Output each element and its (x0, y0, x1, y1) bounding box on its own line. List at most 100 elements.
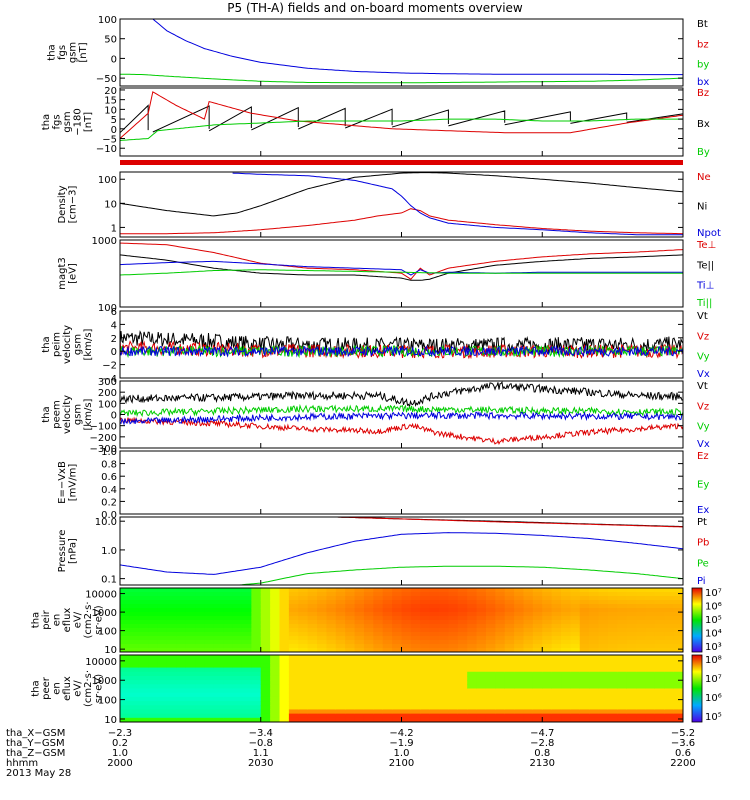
spectrogram-cell (551, 644, 562, 649)
spectrogram-cell (345, 709, 356, 715)
series-Npot (232, 172, 683, 236)
spectrogram-cell (354, 663, 365, 669)
spectrogram-cell (373, 713, 384, 719)
spectrogram-cell (241, 659, 252, 664)
spectrogram-cell (476, 709, 487, 715)
spectrogram-cell (363, 636, 374, 641)
spectrogram-cell (195, 616, 206, 621)
ylabel-line: peir (41, 609, 52, 629)
spectrogram-cell (223, 659, 234, 664)
spectrogram-cell (636, 640, 647, 645)
spectrogram-cell (279, 684, 290, 690)
spectrogram-cell (514, 640, 525, 645)
spectrogram-cell (232, 628, 243, 633)
spectrogram-cell (673, 667, 683, 673)
spectrogram-cell (223, 636, 234, 641)
spectrogram-cell (617, 680, 628, 685)
spectrogram-cell (457, 701, 468, 706)
spectrogram-cell (138, 608, 149, 613)
spectrogram-cell (504, 624, 515, 629)
spectrogram-cell (542, 612, 553, 617)
spectrogram-cell (148, 624, 159, 629)
ytick-label: 10 (104, 645, 117, 656)
spectrogram-cell (626, 709, 637, 715)
spectrogram-cell (476, 667, 487, 673)
spectrogram-cell (129, 640, 140, 645)
spectrogram-cell (251, 600, 262, 605)
spectrogram-cell (382, 588, 393, 593)
spectrogram-cell (345, 604, 356, 609)
spectrogram-cell (579, 600, 590, 605)
spectrogram-cell (542, 620, 553, 625)
spectrogram-cell (654, 592, 665, 597)
spectrogram-cell (467, 596, 478, 601)
spectrogram-cell (636, 671, 647, 677)
spectrogram-cell (570, 659, 581, 664)
spectrogram-cell (279, 648, 290, 652)
spectrogram-cell (307, 640, 318, 645)
spectrogram-cell (607, 717, 618, 722)
spectrogram-cell (654, 705, 665, 711)
spectrogram-cell (448, 713, 459, 719)
spectrogram-cell (260, 659, 271, 664)
spectrogram-cell (204, 616, 215, 621)
spectrogram-cell (298, 684, 309, 690)
spectrogram-cell (598, 596, 609, 601)
spectrogram-cell (157, 616, 168, 621)
spectrogram-cell (476, 680, 487, 685)
spectrogram-cell (326, 612, 337, 617)
spectrogram-cell (392, 688, 403, 694)
spectrogram-cell (448, 692, 459, 698)
spectrogram-cell (598, 671, 609, 677)
spectrogram-cell (664, 709, 675, 715)
spectrogram-cell (204, 701, 215, 706)
spectrogram-cell (129, 604, 140, 609)
spectrogram-cell (598, 600, 609, 605)
ytick-label: 1000 (92, 608, 117, 619)
spectrogram-cell (401, 705, 412, 711)
spectrogram-cell (288, 663, 299, 669)
spectrogram-cell (607, 620, 618, 625)
spectrogram-cell (298, 608, 309, 613)
spectrogram-cell (223, 709, 234, 715)
spectrogram-cell (617, 684, 628, 690)
spectrogram-cell (579, 684, 590, 690)
legend-Ti⊥: Ti⊥ (696, 281, 714, 292)
series-Bx (119, 104, 684, 134)
spectrogram-cell (251, 628, 262, 633)
spectrogram-cell (232, 692, 243, 698)
spectrogram-cell (298, 717, 309, 722)
spectrogram-cell (213, 620, 224, 625)
legend-Ey: Ey (697, 480, 709, 491)
spectrogram-cell (298, 632, 309, 637)
spectrogram-cell (232, 616, 243, 621)
spectrogram-cell (213, 655, 224, 660)
spectrogram-cell (654, 717, 665, 722)
spectrogram-cell (457, 620, 468, 625)
spectrogram-cell (326, 592, 337, 597)
spectrogram-cell (195, 604, 206, 609)
spectrogram-cell (626, 684, 637, 690)
spectrogram-cell (617, 608, 628, 613)
spectrogram-cell (429, 701, 440, 706)
spectrogram-cell (579, 632, 590, 637)
spectrogram-cell (607, 612, 618, 617)
spectrogram-cell (260, 628, 271, 633)
spectrogram-cell (664, 655, 675, 660)
spectrogram-cell (617, 588, 628, 593)
spectrogram-cell (542, 663, 553, 669)
spectrogram-cell (532, 628, 543, 633)
spectrogram-cell (495, 612, 506, 617)
spectrogram-cell (176, 636, 187, 641)
spectrogram-cell (326, 667, 337, 673)
spectrogram-cell (551, 620, 562, 625)
spectrogram-cell (129, 600, 140, 605)
spectrogram-cell (223, 713, 234, 719)
spectrogram-cell (241, 655, 252, 660)
spectrogram-cell (176, 604, 187, 609)
spectrogram-cell (363, 632, 374, 637)
spectrogram-cell (317, 684, 328, 690)
spectrogram-cell (354, 596, 365, 601)
spectrogram-cell (542, 624, 553, 629)
spectrogram-cell (589, 644, 600, 649)
